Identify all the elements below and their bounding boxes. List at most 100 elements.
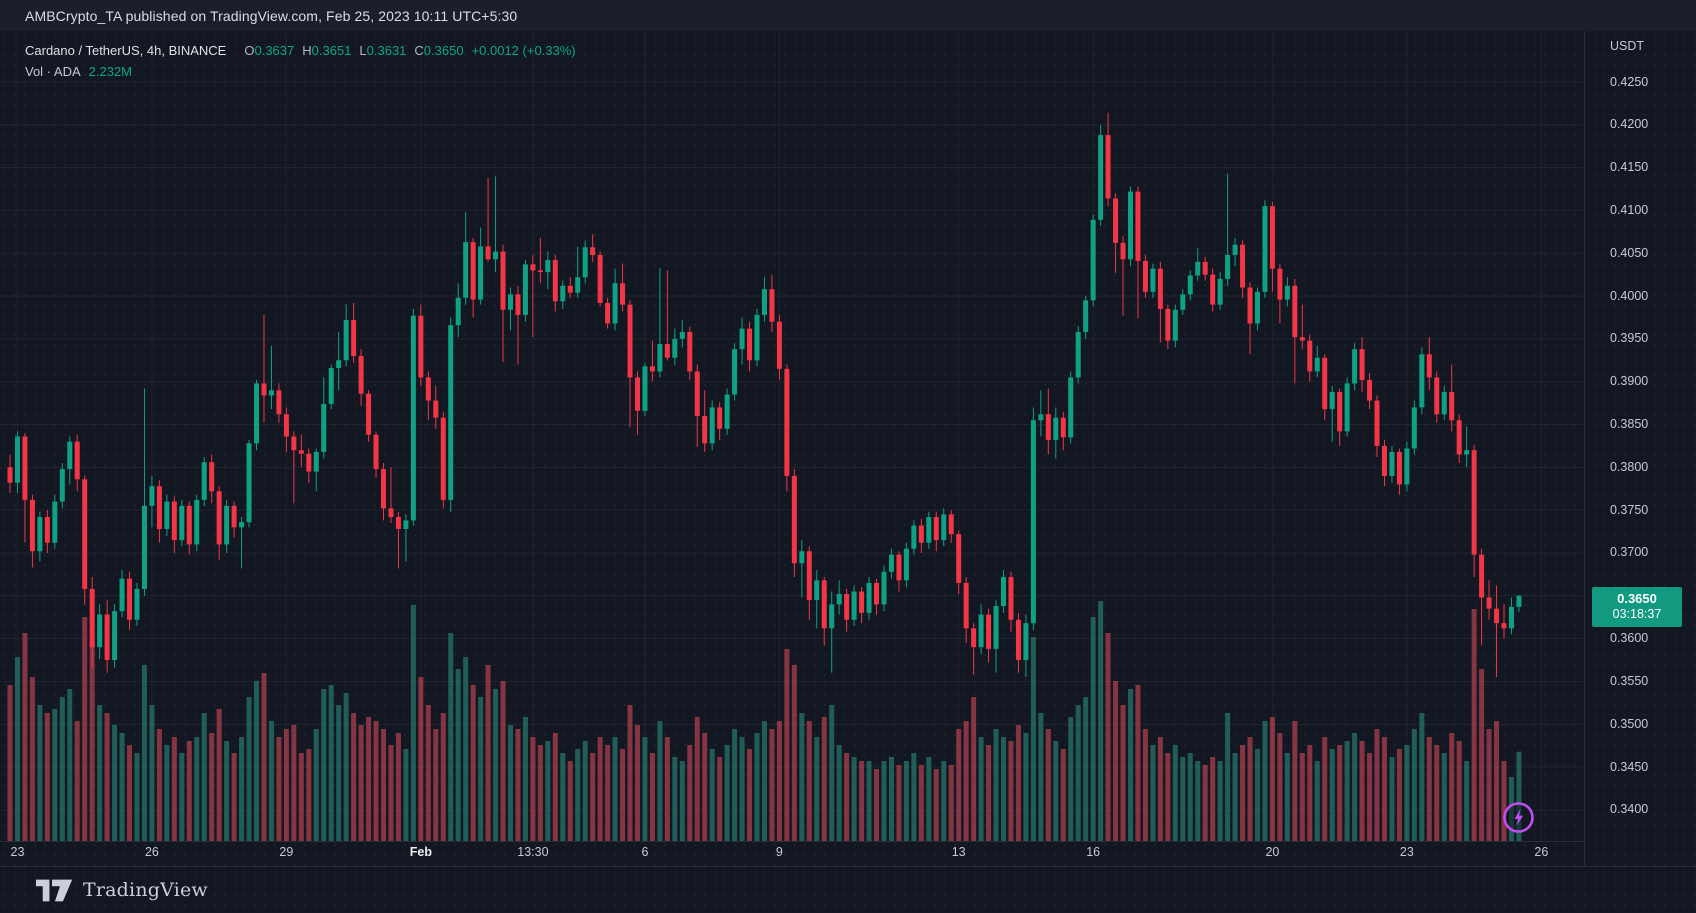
volume-bar bbox=[522, 717, 528, 841]
candle-body bbox=[1426, 354, 1432, 378]
volume-bar bbox=[1165, 753, 1171, 841]
candle-body bbox=[821, 580, 827, 629]
volume-bar bbox=[821, 717, 827, 841]
volume-bar bbox=[22, 633, 28, 841]
candle-body bbox=[926, 517, 932, 543]
candle-body bbox=[911, 525, 917, 549]
volume-bar bbox=[672, 757, 678, 841]
candle-body bbox=[1172, 309, 1178, 341]
candle-body bbox=[395, 517, 401, 529]
candle-body bbox=[627, 304, 633, 378]
candle-body bbox=[1277, 268, 1283, 300]
candle-body bbox=[1516, 595, 1522, 607]
candle-body bbox=[246, 443, 252, 523]
volume-bar bbox=[306, 749, 312, 841]
boost-flash-button[interactable] bbox=[1502, 801, 1535, 834]
candle-body bbox=[724, 394, 730, 429]
candle-body bbox=[239, 522, 245, 528]
candle-body bbox=[993, 606, 999, 649]
symbol-title[interactable]: Cardano / TetherUS, 4h, BINANCE bbox=[25, 43, 227, 58]
volume-bar bbox=[97, 705, 103, 841]
candle-body bbox=[978, 614, 984, 648]
volume-bar bbox=[874, 769, 880, 841]
candle-body bbox=[791, 475, 797, 564]
candle-body bbox=[1322, 357, 1328, 410]
volume-bar bbox=[493, 689, 499, 841]
volume-bar bbox=[941, 761, 947, 841]
candle-body bbox=[515, 294, 521, 315]
volume-bar bbox=[478, 697, 484, 841]
candle-body bbox=[1247, 287, 1253, 324]
volume-bar bbox=[761, 721, 767, 841]
volume-bar bbox=[1030, 637, 1036, 841]
price-tick-label: 0.3700 bbox=[1610, 545, 1649, 560]
volume-bar bbox=[321, 689, 327, 841]
candle-body bbox=[448, 325, 454, 500]
volume-bar bbox=[859, 761, 865, 841]
candle-body bbox=[425, 377, 431, 401]
volume-bar bbox=[455, 669, 461, 841]
volume-bar bbox=[1456, 741, 1462, 841]
legend-symbol-row[interactable]: Cardano / TetherUS, 4h, BINANCE O 0.3637 … bbox=[25, 40, 576, 61]
volume-bar bbox=[664, 737, 670, 841]
volume-bar bbox=[395, 733, 401, 841]
volume-bar bbox=[37, 705, 43, 841]
volume-bar bbox=[1314, 761, 1320, 841]
volume-bar bbox=[1068, 717, 1074, 841]
volume-bar bbox=[1381, 737, 1387, 841]
candle-body bbox=[1299, 337, 1305, 341]
legend-volume-row[interactable]: Vol · ADA 2.232M bbox=[25, 61, 576, 82]
attribution-text: AMBCrypto_TA published on TradingView.co… bbox=[25, 7, 518, 24]
candle-body bbox=[29, 499, 35, 552]
volume-bar bbox=[687, 745, 693, 841]
candle-body bbox=[1367, 379, 1373, 401]
volume-bar bbox=[403, 749, 409, 841]
candle-body bbox=[717, 407, 723, 429]
volume-bar bbox=[993, 729, 999, 841]
volume-bar bbox=[1232, 753, 1238, 841]
price-tick-label: 0.4250 bbox=[1610, 74, 1649, 89]
volume-bar bbox=[575, 749, 581, 841]
volume-bar bbox=[1150, 745, 1156, 841]
volume-bar bbox=[1240, 745, 1246, 841]
volume-bar bbox=[582, 741, 588, 841]
last-price-label[interactable]: 0.3650 03:18:37 bbox=[1592, 587, 1682, 627]
candle-body bbox=[507, 294, 513, 310]
time-tick-label: 13 bbox=[951, 845, 966, 859]
candle-body bbox=[844, 594, 850, 620]
volume-bar bbox=[799, 713, 805, 841]
tradingview-logo[interactable]: TradingView bbox=[36, 879, 208, 902]
last-price-value: 0.3650 bbox=[1617, 591, 1657, 607]
volume-bar bbox=[463, 657, 469, 841]
volume-bar bbox=[1172, 745, 1178, 841]
lightning-icon bbox=[1514, 809, 1523, 826]
candle-body bbox=[874, 582, 880, 605]
volume-bar bbox=[1202, 765, 1208, 841]
volume-bar bbox=[366, 717, 372, 841]
candle-body bbox=[89, 588, 95, 648]
volume-bar bbox=[590, 753, 596, 841]
candle-body bbox=[769, 289, 775, 322]
candle-body bbox=[918, 525, 924, 543]
candle-body bbox=[336, 360, 342, 369]
bar-countdown: 03:18:37 bbox=[1612, 607, 1662, 622]
candle-body bbox=[112, 611, 118, 661]
candle-body bbox=[963, 582, 969, 629]
volume-bar bbox=[1449, 733, 1455, 841]
candle-body bbox=[455, 297, 461, 326]
candle-body bbox=[1053, 417, 1059, 440]
candle-body bbox=[373, 434, 379, 470]
candle-body bbox=[784, 368, 790, 476]
volume-bar bbox=[866, 761, 872, 841]
volume-bar bbox=[171, 737, 177, 841]
volume-bar bbox=[1501, 761, 1507, 841]
candle-body bbox=[1068, 377, 1074, 438]
volume-bar bbox=[358, 725, 364, 841]
volume-bar bbox=[620, 749, 626, 841]
volume-bar bbox=[515, 729, 521, 841]
candle-body bbox=[747, 328, 753, 361]
volume-bar bbox=[1225, 713, 1231, 841]
volume-bar bbox=[1045, 729, 1051, 841]
volume-bar bbox=[261, 673, 267, 841]
